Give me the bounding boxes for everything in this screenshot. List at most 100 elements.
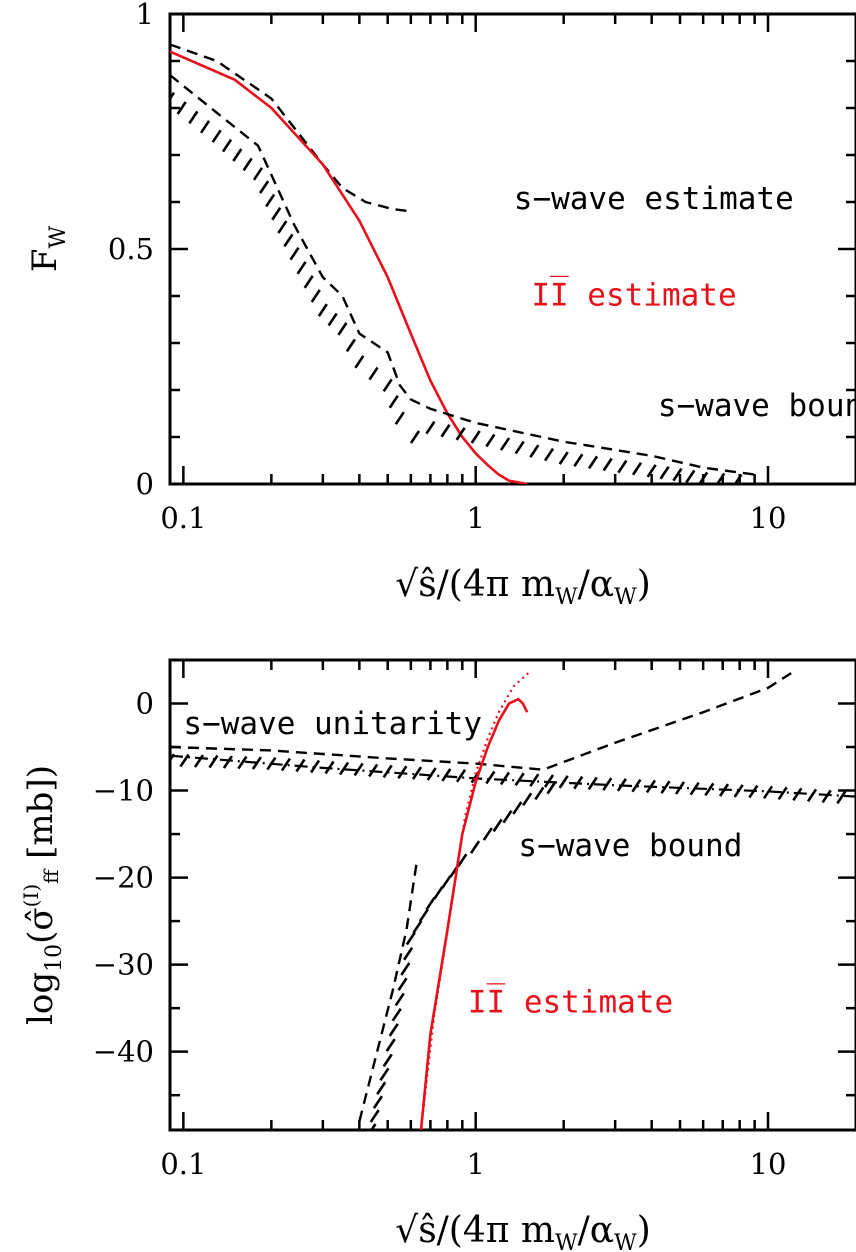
hatch-mark (259, 180, 270, 194)
hatch-mark (221, 138, 233, 153)
x-axis-label: √ŝ/(4π mW/αW) (395, 564, 650, 610)
hatch-mark (412, 920, 423, 934)
hatch-mark (317, 303, 328, 317)
hatch-mark (296, 261, 307, 275)
hatch-mark (394, 411, 405, 425)
annotation: s−wave bound (658, 388, 856, 424)
y-tick-label: −10 (93, 774, 154, 808)
hatch-mark (402, 947, 414, 961)
series-group (170, 43, 755, 484)
hatch-mark (379, 1067, 390, 1082)
hatch-mark (309, 759, 321, 774)
hatch-mark (529, 444, 540, 458)
series-line (170, 43, 411, 213)
hatch-mark (672, 467, 683, 482)
hatch-mark (546, 780, 557, 795)
hatch-mark (303, 275, 314, 289)
y-tick-label: −20 (93, 861, 154, 895)
hatch-mark (222, 755, 234, 769)
series-line (170, 50, 528, 484)
hatch-mark (704, 782, 715, 797)
hatch-mark (836, 790, 847, 805)
hatch-mark (266, 756, 277, 771)
hatch-mark (237, 755, 248, 770)
hatch-mark (529, 773, 540, 787)
hatch-mark (543, 447, 555, 462)
hatch-mark (470, 430, 481, 444)
hatch-mark (469, 840, 481, 854)
hatch-mark (289, 246, 300, 261)
hatch-mark (441, 768, 452, 782)
hatch-mark (502, 809, 513, 824)
hatch-mark (199, 120, 211, 134)
hatch-mark (170, 753, 176, 763)
hatch-mark (492, 818, 503, 833)
hatch-mark (176, 101, 187, 115)
hatch-mark (425, 896, 436, 911)
hatch-mark (382, 378, 393, 393)
hatch-mark (482, 827, 493, 841)
hatch-mark (512, 801, 523, 815)
hatch-mark (391, 1007, 402, 1022)
hatch-mark (280, 757, 291, 772)
hatch-mark (170, 91, 176, 101)
hatch-mark (345, 338, 356, 353)
hatch-mark (573, 775, 584, 790)
hatch-mark (179, 753, 190, 768)
hatch-mark (587, 776, 598, 791)
hatch-band (170, 91, 743, 484)
hatch-mark (455, 427, 466, 441)
hatch-mark (251, 756, 262, 770)
hatch-mark (397, 765, 408, 779)
hatch-mark (426, 767, 437, 781)
x-tick-label: 10 (750, 501, 787, 535)
hatch-mark (418, 908, 429, 923)
x-tick-label: 0.1 (160, 501, 206, 535)
y-tick-label: −30 (93, 948, 154, 982)
hatch-mark (441, 875, 452, 889)
series-group (170, 669, 856, 1130)
hatch-mark (193, 754, 205, 768)
hatch-mark (748, 784, 759, 799)
hatch-mark (382, 1053, 393, 1068)
y-tick-label: 1 (136, 0, 154, 31)
hatch-mark (369, 1109, 380, 1123)
x-tick-label: 1 (466, 501, 484, 535)
hatch-mark (376, 1081, 387, 1095)
hatch-mark (631, 462, 643, 476)
hatch-mark (338, 761, 350, 776)
hatch-mark (372, 1095, 384, 1109)
hatch-mark (733, 784, 744, 798)
x-tick-label: 0.1 (160, 1147, 206, 1181)
hatch-mark (425, 420, 436, 435)
x-tick-label: 10 (750, 1147, 787, 1181)
hatch-mark (645, 779, 657, 794)
hatch-mark (405, 931, 416, 946)
hatch-mark (777, 786, 788, 801)
hatch-mark (277, 220, 288, 234)
hatch-mark (499, 771, 511, 786)
hatch-mark (762, 785, 774, 800)
annotation: s−wave estimate (514, 181, 794, 217)
hatch-mark (252, 167, 264, 181)
series-line (419, 697, 529, 1130)
y-tick-label: 0 (136, 467, 154, 501)
hatch-mark (660, 780, 671, 794)
hatch-mark (409, 430, 421, 444)
hatch-mark (659, 465, 670, 480)
annotation: II̅ estimate (531, 277, 736, 314)
hatch-mark (543, 774, 555, 788)
hatch-mark (369, 1123, 377, 1130)
annotation: II̅ estimate (468, 984, 673, 1021)
hatch-mark (718, 783, 730, 797)
hatch-mark (558, 775, 569, 789)
hatch-mark (602, 457, 613, 472)
hatch-mark (522, 792, 533, 806)
series-line (419, 669, 533, 1130)
hatch-mark (397, 977, 408, 991)
hatch-mark (698, 471, 709, 484)
hatch-mark (242, 157, 253, 172)
hatch-mark (368, 763, 379, 778)
hatch-mark (353, 762, 364, 777)
hatch-mark (616, 778, 627, 792)
